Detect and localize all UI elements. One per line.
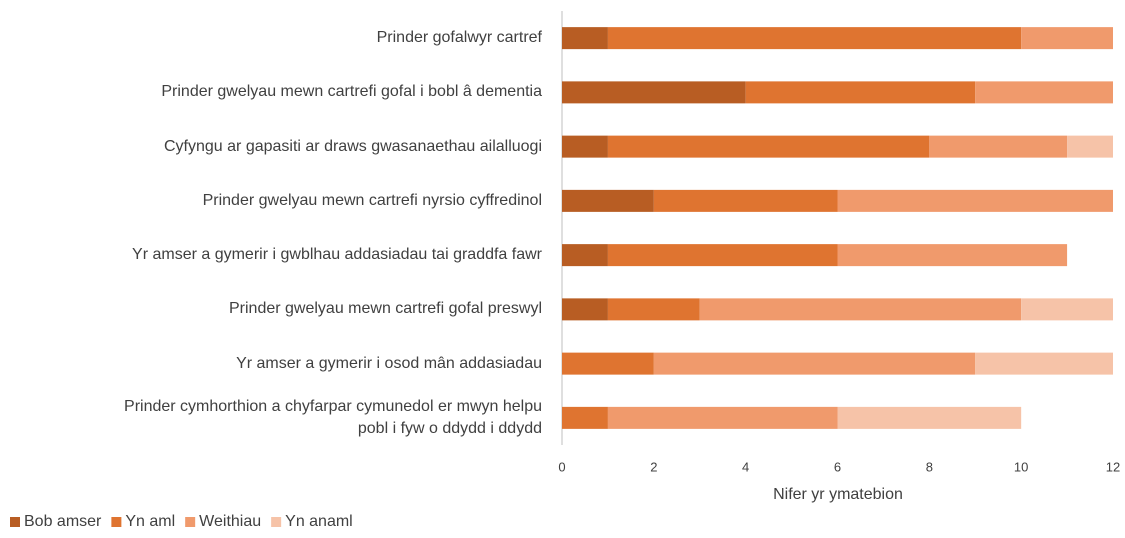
legend-swatch [111, 517, 122, 527]
bar-segment [562, 81, 746, 104]
bar-segment [929, 135, 1068, 158]
y-tick-label: Prinder gofalwyr cartref [376, 29, 542, 47]
legend-label: Weithiau [199, 513, 261, 530]
bar-segment [562, 244, 608, 267]
bar-segment [562, 406, 608, 429]
bar-segment [975, 352, 1113, 375]
bar-segment [1021, 27, 1113, 50]
x-axis-title: Nifer yr ymatebion [773, 486, 903, 503]
y-tick-label: Yr amser a gymerir i osod mân addasiadau [236, 354, 542, 372]
bar-segment [562, 352, 654, 375]
legend-label: Yn aml [125, 513, 175, 530]
bar-segment [653, 352, 976, 375]
bar-segment [837, 406, 1022, 429]
bar-segment [837, 189, 1113, 212]
x-tick-label: 2 [650, 459, 657, 474]
bar-segment [1067, 135, 1113, 158]
bar-segment [837, 244, 1068, 267]
legend-label: Yn anaml [285, 513, 353, 530]
bar-segment [562, 189, 654, 212]
bar-segment [607, 244, 838, 267]
legend-label: Bob amser [24, 513, 102, 530]
bar-segment [653, 189, 838, 212]
x-tick-label: 12 [1106, 459, 1120, 474]
bar-segment [562, 27, 608, 50]
bar-segment [745, 81, 976, 104]
bar-segment [562, 298, 608, 321]
bar-segment [607, 406, 838, 429]
x-tick-label: 8 [926, 459, 933, 474]
bar-segment [975, 81, 1113, 104]
bar-segment [699, 298, 1022, 321]
y-tick-label: Prinder gwelyau mewn cartrefi gofal pres… [228, 300, 542, 318]
x-tick-label: 4 [742, 459, 749, 474]
y-tick-label: Prinder gwelyau mewn cartrefi gofal i bo… [161, 83, 542, 101]
y-tick-label: Cyfyngu ar gapasiti ar draws gwasanaetha… [164, 137, 542, 155]
y-tick-label: Prinder gwelyau mewn cartrefi nyrsio cyf… [202, 191, 542, 209]
bar-segment [562, 135, 608, 158]
legend-swatch [10, 517, 20, 527]
bar-segment [607, 135, 930, 158]
bar-segment [607, 27, 1022, 50]
bar-segment [1021, 298, 1113, 321]
y-tick-label: Prinder cymhorthion a chyfarpar cymunedo… [124, 397, 542, 437]
legend-swatch [271, 517, 282, 527]
x-tick-label: 0 [558, 459, 565, 474]
x-tick-label: 10 [1014, 459, 1028, 474]
y-tick-label: Yr amser a gymerir i gwblhau addasiadau … [132, 246, 542, 264]
legend-swatch [185, 517, 196, 527]
bar-segment [607, 298, 700, 321]
x-tick-label: 6 [834, 459, 841, 474]
